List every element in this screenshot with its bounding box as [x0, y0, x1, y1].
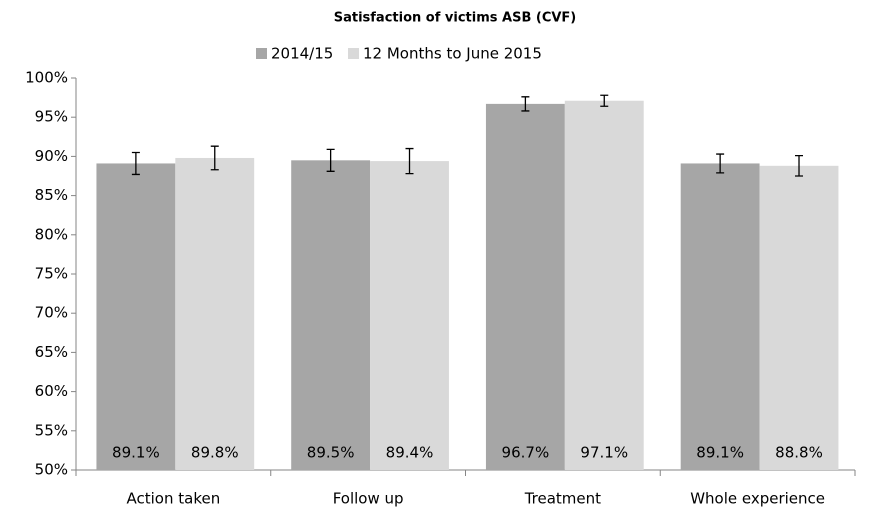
error-bar — [326, 148, 335, 172]
error-bar — [405, 147, 414, 175]
y-tick-label: 65% — [35, 343, 68, 361]
error-bar — [795, 154, 804, 177]
y-tick-label: 75% — [35, 265, 68, 283]
bar — [291, 160, 371, 470]
legend-label: 2014/15 — [271, 45, 333, 63]
y-tick-label: 70% — [35, 304, 68, 322]
error-bar — [600, 94, 609, 107]
value-label: 89.1% — [696, 444, 744, 462]
value-label: 89.5% — [307, 444, 355, 462]
error-bar — [131, 151, 140, 176]
bar — [680, 163, 760, 470]
bar — [175, 157, 255, 470]
bar — [96, 163, 176, 470]
y-tick-label: 50% — [35, 461, 68, 479]
y-tick-label: 100% — [25, 69, 68, 87]
x-tick-label: Follow up — [333, 490, 404, 508]
value-label: 89.1% — [112, 444, 160, 462]
y-tick-label: 85% — [35, 186, 68, 204]
legend-label: 12 Months to June 2015 — [363, 45, 542, 63]
x-tick-label: Whole experience — [690, 490, 825, 508]
value-label: 89.4% — [386, 444, 434, 462]
bar — [370, 161, 449, 470]
value-label: 88.8% — [775, 444, 823, 462]
y-tick-label: 80% — [35, 225, 68, 243]
y-tick-label: 55% — [35, 421, 68, 439]
y-tick-label: 90% — [35, 147, 68, 165]
error-bar — [521, 96, 530, 112]
y-tick-label: 95% — [35, 108, 68, 126]
chart-title: Satisfaction of victims ASB (CVF) — [334, 11, 577, 26]
value-label: 97.1% — [580, 444, 628, 462]
error-bar — [210, 145, 219, 171]
x-tick-label: Action taken — [127, 490, 221, 508]
bar — [485, 103, 565, 470]
value-label: 96.7% — [502, 444, 550, 462]
bar — [759, 165, 839, 471]
legend-swatch — [256, 48, 267, 59]
x-tick-label: Treatment — [524, 490, 601, 508]
bar — [564, 100, 644, 471]
error-bar — [716, 153, 725, 174]
value-label: 89.8% — [191, 444, 239, 462]
legend-swatch — [348, 48, 359, 59]
y-tick-label: 60% — [35, 382, 68, 400]
